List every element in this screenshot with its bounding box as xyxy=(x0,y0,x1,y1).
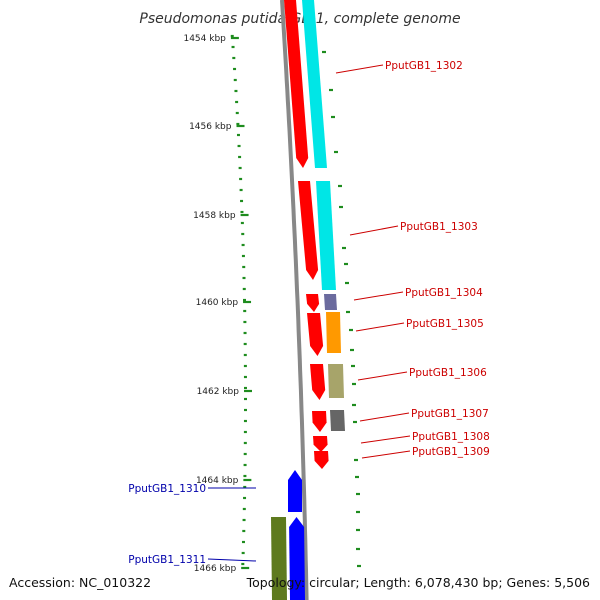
cds-arrow-forward xyxy=(313,436,328,452)
gene-label-leader xyxy=(361,450,411,459)
cds-arrow-reverse xyxy=(289,517,305,600)
gene-label: PputGB1_1302 xyxy=(385,60,463,72)
gene-label-leader xyxy=(349,225,399,236)
axis-tick-label: 1454 kbp xyxy=(183,34,226,44)
cds-arrow-forward xyxy=(284,0,309,168)
gene-label-leader xyxy=(357,371,408,381)
gene-label-leader xyxy=(353,291,404,301)
genome-backbone xyxy=(280,0,309,600)
genome-summary-text: Topology: circular; Length: 6,078,430 bp… xyxy=(246,575,590,590)
gene-label: PputGB1_1306 xyxy=(409,367,487,379)
axis-tick-label: 1458 kbp xyxy=(193,211,236,221)
axis-tick-label: 1460 kbp xyxy=(196,298,239,308)
cds-arrow-forward xyxy=(306,294,320,312)
axis-tick-label: 1462 kbp xyxy=(197,387,240,397)
cds-arrow-reverse xyxy=(288,470,302,512)
feature-slate xyxy=(324,294,337,310)
map-title: Pseudomonas putida GB-1, complete genome xyxy=(139,11,460,27)
axis-tick-label: 1456 kbp xyxy=(189,122,232,132)
feature-cyan xyxy=(316,181,336,290)
gene-label: PputGB1_1311 xyxy=(128,554,206,566)
gene-label: PputGB1_1308 xyxy=(412,431,490,443)
gene-label: PputGB1_1305 xyxy=(406,318,484,330)
gene-label-leader xyxy=(359,412,410,422)
axis-tick-label: 1466 kbp xyxy=(194,564,237,574)
cds-arrow-forward xyxy=(307,313,324,356)
cds-arrow-forward xyxy=(310,364,326,400)
accession-text: Accession: NC_010322 xyxy=(9,575,152,590)
feature-gray xyxy=(330,410,345,431)
gene-label: PputGB1_1310 xyxy=(128,483,206,495)
gene-label-leader xyxy=(360,435,411,444)
cds-arrow-forward xyxy=(314,451,329,469)
gene-label-leader xyxy=(355,322,405,332)
feature-olive xyxy=(328,364,344,398)
gene-label-leader xyxy=(207,558,257,562)
gene-label: PputGB1_1309 xyxy=(412,446,490,458)
gene-label-leader xyxy=(335,64,384,74)
cds-arrow-forward xyxy=(312,411,327,432)
gene-label: PputGB1_1304 xyxy=(405,287,483,299)
feature-orange xyxy=(326,312,341,353)
feature-green xyxy=(271,517,287,600)
cds-arrow-forward xyxy=(298,181,319,280)
gene-label: PputGB1_1307 xyxy=(411,408,489,420)
axis-tick-label: 1464 kbp xyxy=(196,476,239,486)
gene-label: PputGB1_1303 xyxy=(400,221,478,233)
feature-cyan xyxy=(302,0,327,168)
